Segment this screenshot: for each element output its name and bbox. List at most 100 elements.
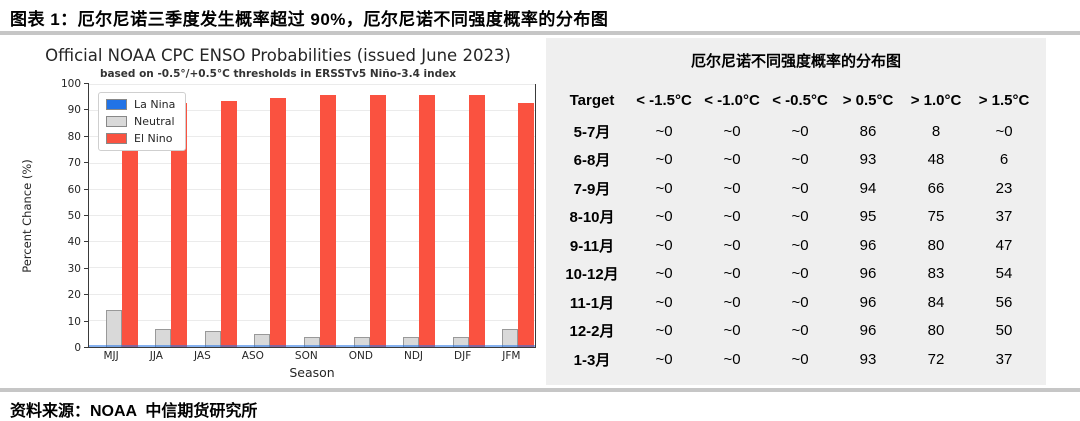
season-bar-group xyxy=(139,85,188,347)
column-header: < -1.0°C xyxy=(704,91,760,109)
row-label: 7-9月 xyxy=(573,180,611,198)
probability-value: 37 xyxy=(995,350,1013,368)
probability-value: ~0 xyxy=(723,350,741,368)
probability-value: ~0 xyxy=(655,122,673,140)
table-row: 9-11月 ~0 ~0 ~0 96 80 47 xyxy=(554,231,1038,260)
x-tick-label: SON xyxy=(294,350,318,362)
season-bar-group xyxy=(437,85,485,347)
table-row: 10-12月 ~0 ~0 ~0 96 83 54 xyxy=(554,260,1038,289)
gridline xyxy=(89,267,535,269)
probability-value: ~0 xyxy=(791,122,809,140)
table-row: 1-3月 ~0 ~0 ~0 93 72 37 xyxy=(554,345,1038,374)
y-tick-label: 30 xyxy=(67,262,81,275)
probability-value: ~0 xyxy=(723,122,741,140)
probability-value: ~0 xyxy=(655,350,673,368)
probability-value: 37 xyxy=(995,208,1013,226)
probability-value: ~0 xyxy=(655,293,673,311)
probability-value: 93 xyxy=(859,350,877,368)
probability-value: ~0 xyxy=(723,293,741,311)
probability-value: 8 xyxy=(931,122,941,140)
season-bar-group xyxy=(288,85,336,347)
probability-value: 96 xyxy=(859,322,877,340)
probability-value: ~0 xyxy=(655,179,673,197)
probability-table: Target < -1.5°C < -1.0°C < -0.5°C > 0.5°C > 1… xyxy=(554,85,1038,374)
legend-label: El Nino xyxy=(134,132,173,145)
top-divider xyxy=(0,31,1080,35)
x-tick-label: OND xyxy=(348,350,373,362)
y-tick-mark xyxy=(84,83,89,84)
probability-value: 50 xyxy=(995,322,1013,340)
legend-entry: La Nina xyxy=(106,98,175,111)
y-tick-label: 100 xyxy=(60,78,81,90)
el-nino-bar xyxy=(270,98,287,347)
chart-legend: La Nina Neutral El Nino xyxy=(98,92,187,151)
probability-value: 6 xyxy=(999,151,1009,169)
y-tick-label: 80 xyxy=(67,130,81,143)
probability-value: ~0 xyxy=(723,322,741,340)
table-row: 12-2月 ~0 ~0 ~0 96 80 50 xyxy=(554,317,1038,346)
probability-value: 80 xyxy=(927,322,945,340)
bar-groups xyxy=(89,85,535,347)
legend-swatch-la-nina xyxy=(106,99,127,110)
probability-value: 80 xyxy=(927,236,945,254)
column-header: Target xyxy=(569,91,615,109)
season-bar-group xyxy=(486,85,535,347)
el-nino-bar xyxy=(171,103,188,347)
enso-chart-panel: Official NOAA CPC ENSO Probabilities (is… xyxy=(12,38,544,386)
gridline xyxy=(89,241,535,243)
probability-value: ~0 xyxy=(791,208,809,226)
neutral-bar xyxy=(353,336,370,347)
y-tick-label: 90 xyxy=(67,104,81,117)
probability-value: 96 xyxy=(859,293,877,311)
gridline xyxy=(89,215,535,216)
probability-value: 47 xyxy=(995,236,1013,254)
bottom-divider xyxy=(0,388,1080,392)
x-tick-label: MJJ xyxy=(103,350,119,362)
el-nino-bar xyxy=(220,100,237,347)
x-axis-ticks: MJJ JJA JAS ASO SON OND NDJ DJF JFM xyxy=(88,350,536,362)
neutral-bar xyxy=(204,331,221,347)
row-label: 5-7月 xyxy=(573,123,611,141)
x-tick-label: JJA xyxy=(149,350,163,362)
figure-title: 图表 1：厄尔尼诺三季度发生概率超过 90%，厄尔尼诺不同强度概率的分布图 xyxy=(10,10,609,29)
plot-area: La Nina Neutral El Nino xyxy=(84,83,536,348)
x-tick-label: JFM xyxy=(502,350,521,362)
row-label: 8-10月 xyxy=(569,209,615,227)
neutral-bar xyxy=(452,336,469,347)
neutral-bar xyxy=(502,328,519,347)
probability-value: 75 xyxy=(927,208,945,226)
row-label: 12-2月 xyxy=(569,323,615,341)
gridline xyxy=(89,84,535,85)
y-tick-mark xyxy=(84,241,89,243)
legend-swatch-neutral xyxy=(106,116,127,127)
table-row: 11-1月 ~0 ~0 ~0 96 84 56 xyxy=(554,288,1038,317)
table-title: 厄尔尼诺不同强度概率的分布图 xyxy=(690,53,901,70)
legend-entry: Neutral xyxy=(106,115,175,128)
probability-value: 72 xyxy=(927,350,945,368)
legend-label: Neutral xyxy=(134,115,175,128)
y-tick-mark xyxy=(84,320,89,322)
neutral-bar xyxy=(403,336,420,347)
table-row: 5-7月 ~0 ~0 ~0 86 8 ~0 xyxy=(554,117,1038,146)
column-header: > 1.5°C xyxy=(978,91,1030,109)
x-tick-label: DJF xyxy=(454,350,472,362)
y-tick-mark xyxy=(84,215,89,216)
probability-value: ~0 xyxy=(791,293,809,311)
y-tick-label: 60 xyxy=(67,183,81,196)
season-bar-group xyxy=(387,85,436,347)
y-tick-label: 0 xyxy=(74,342,81,354)
data-source: 资料来源：NOAA 中信期货研究所 xyxy=(10,403,258,420)
probability-value: 83 xyxy=(927,265,945,283)
row-label: 10-12月 xyxy=(565,266,619,284)
neutral-bar xyxy=(105,310,122,347)
gridline xyxy=(89,136,535,138)
column-header: > 1.0°C xyxy=(910,91,962,109)
probability-value: ~0 xyxy=(723,265,741,283)
neutral-bar xyxy=(254,333,271,347)
probability-value: ~0 xyxy=(723,208,741,226)
probability-value: ~0 xyxy=(655,265,673,283)
probability-value: ~0 xyxy=(655,322,673,340)
y-axis-label: Percent Chance (%) xyxy=(20,159,34,273)
probability-value: ~0 xyxy=(655,151,673,169)
